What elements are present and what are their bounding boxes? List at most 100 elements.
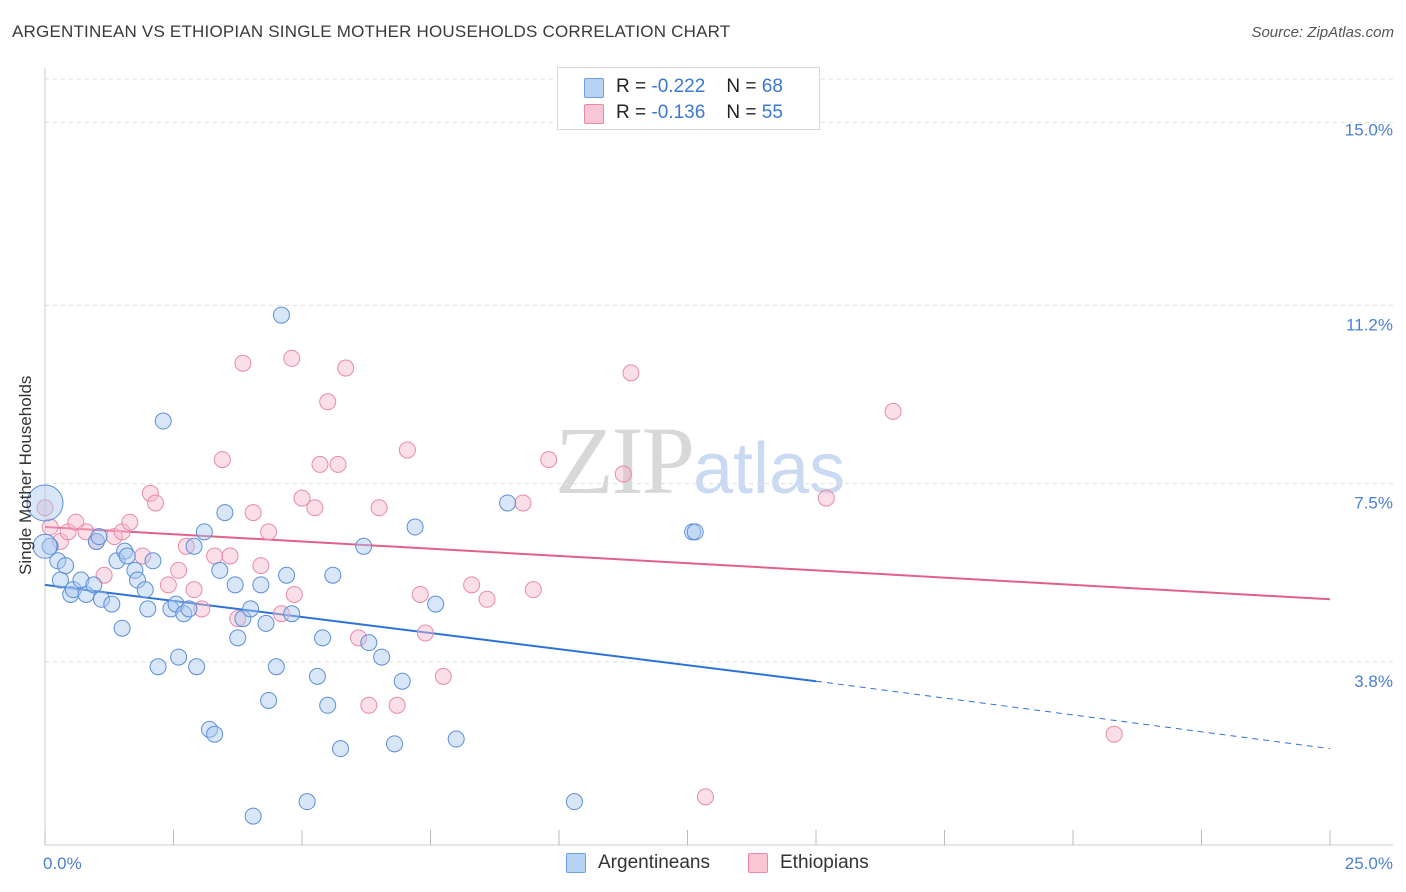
argentineans-trend-extension <box>815 680 1331 750</box>
argentineans-point <box>308 667 326 685</box>
legend-r-label: R = <box>616 102 647 123</box>
argentineans-point <box>85 576 103 594</box>
argentineans-point <box>257 614 275 632</box>
argentineans-point <box>242 600 260 618</box>
argentineans-point <box>149 658 167 676</box>
argentineans-point <box>26 484 64 522</box>
argentineans-point <box>170 648 188 666</box>
ethiopians-point <box>319 393 337 411</box>
legend-r-value: -0.136 <box>651 102 706 123</box>
ethiopians-point <box>388 696 406 714</box>
bottom-legend-label: Ethiopians <box>780 852 869 873</box>
argentineans-point <box>226 576 244 594</box>
y-axis-label-wrap: Single Mother Households <box>16 376 36 815</box>
y-tick-label: 7.5% <box>1354 494 1393 513</box>
argentineans-point <box>206 725 224 743</box>
ethiopians-point <box>252 557 270 575</box>
y-tick-label: 15.0% <box>1345 120 1393 139</box>
argentineans-point <box>162 600 180 618</box>
y-tick-label: 11.2% <box>1346 315 1393 334</box>
ethiopians-point <box>540 451 558 469</box>
argentineans-point <box>32 533 58 559</box>
argentineans-point <box>87 532 105 550</box>
ethiopians-point <box>213 451 231 469</box>
ethiopians-point <box>524 581 542 599</box>
x-tick-label-max: 25.0% <box>1345 854 1393 873</box>
argentineans-point <box>278 566 296 584</box>
legend-n-value: 55 <box>761 102 783 123</box>
legend-n-label: N = <box>726 102 757 123</box>
bottom-legend-swatch-blue <box>566 853 586 873</box>
legend-n-value: 68 <box>761 76 783 97</box>
argentineans-point <box>319 696 337 714</box>
ethiopians-point <box>514 494 532 512</box>
ethiopians-point <box>229 610 247 628</box>
argentineans-point <box>90 528 108 546</box>
argentineans-point <box>427 595 445 613</box>
ethiopians-point <box>337 359 355 377</box>
ethiopians-point <box>285 585 303 603</box>
legend-r-label: R = <box>616 76 647 97</box>
argentineans-point <box>406 518 424 536</box>
argentineans-point <box>41 537 59 555</box>
argentineans-point <box>393 672 411 690</box>
bottom-legend-label: Argentineans <box>598 852 710 873</box>
argentineans-point <box>565 793 583 811</box>
axes <box>44 68 1393 846</box>
legend-r-value: -0.222 <box>651 76 706 97</box>
ethiopians-point <box>185 581 203 599</box>
argentineans-point <box>686 523 704 541</box>
ethiopians-point <box>272 605 290 623</box>
ethiopians-point <box>434 667 452 685</box>
ethiopians-point <box>221 547 239 565</box>
argentineans-point <box>93 590 111 608</box>
legend-swatch-blue <box>584 78 604 98</box>
ethiopians-point <box>293 489 311 507</box>
argentineans-point <box>136 581 154 599</box>
argentineans-point <box>103 595 121 613</box>
ethiopians-point <box>260 523 278 541</box>
argentineans-point <box>260 691 278 709</box>
ethiopians-point <box>283 349 301 367</box>
ethiopians-point <box>170 561 188 579</box>
ethiopians-point <box>134 547 152 565</box>
ethiopians-point <box>193 600 211 618</box>
argentineans-point <box>229 629 247 647</box>
argentineans-point <box>62 585 80 603</box>
argentineans-point <box>211 561 229 579</box>
argentineans-point <box>57 557 75 575</box>
chart-title: ARGENTINEAN VS ETHIOPIAN SINGLE MOTHER H… <box>12 22 731 41</box>
argentineans-point <box>244 807 262 825</box>
argentineans-point <box>499 494 517 512</box>
argentineans-point <box>267 658 285 676</box>
argentineans-point <box>116 542 134 560</box>
argentineans-point <box>195 523 213 541</box>
argentineans-point <box>360 634 378 652</box>
argentineans-point <box>200 720 218 738</box>
ethiopians-point <box>398 441 416 459</box>
argentineans-point <box>332 740 350 758</box>
ethiopians-point <box>696 788 714 806</box>
argentineans-point <box>185 537 203 555</box>
argentineans-point <box>154 412 172 430</box>
ethiopians-points <box>36 349 1123 806</box>
argentineans-point <box>126 561 144 579</box>
ethiopians-point <box>311 455 329 473</box>
argentineans-point <box>180 600 198 618</box>
ethiopians-point <box>478 590 496 608</box>
argentineans-point <box>272 306 290 324</box>
argentineans-point <box>113 619 131 637</box>
argentineans-point <box>118 547 136 565</box>
ethiopians-point <box>884 402 902 420</box>
argentineans-point <box>386 735 404 753</box>
argentineans-point <box>139 600 157 618</box>
ethiopians-point <box>141 484 159 502</box>
argentineans-point <box>175 605 193 623</box>
ethiopians-point <box>306 499 324 517</box>
ethiopians-point <box>463 576 481 594</box>
argentineans-point <box>252 576 270 594</box>
ethiopians-point <box>416 624 434 642</box>
tick-labels: 3.8% 7.5% 11.2% 15.0% 0.0% 25.0% <box>43 120 1393 873</box>
bottom-legend-swatch-pink <box>748 853 768 873</box>
